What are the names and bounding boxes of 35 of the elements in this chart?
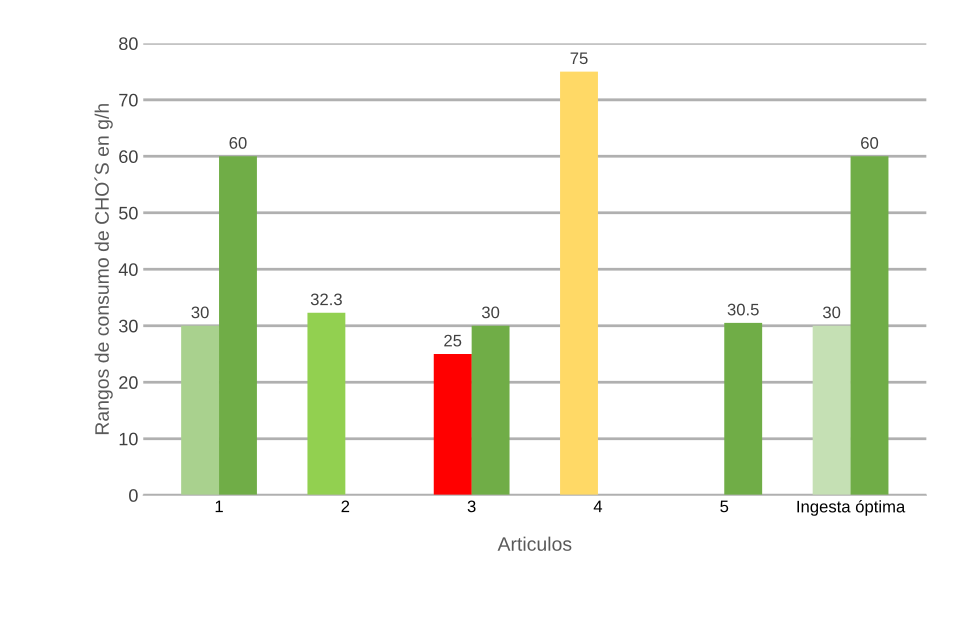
bar [850,156,888,496]
y-axis-title: Rangos de consumo de CHO´S en g/h [94,104,113,434]
y-tick-label: 70 [119,94,138,107]
data-label: 30.5 [728,304,759,316]
y-tick-label: 10 [120,432,138,446]
x-tick-label: Ingesta óptima [797,500,906,516]
bar [560,72,598,496]
data-label: 30 [191,306,209,318]
y-tick-label: 50 [119,206,138,220]
bar [724,322,762,496]
y-tick-label: 40 [118,263,138,276]
x-tick-label: 4 [594,500,602,512]
bar [434,354,472,496]
y-tick-label: 60 [119,150,138,164]
data-label: 30 [482,306,500,318]
y-tick-label: 80 [119,37,138,50]
bar [307,312,346,496]
bar [812,326,851,496]
bar [472,326,510,496]
data-label: 75 [570,52,588,64]
x-tick-label: 1 [216,500,223,512]
y-tick-label: 0 [129,489,138,502]
bar [219,156,257,496]
x-tick-label: 2 [342,500,350,512]
x-axis-title: Articulos [498,536,572,551]
x-tick-label: 3 [468,500,476,512]
data-label: 32.3 [310,293,342,306]
data-label: 30 [822,306,840,318]
y-tick-label: 20 [119,376,138,389]
data-label: 60 [230,137,247,149]
data-label: 60 [861,137,878,149]
y-tick-label: 30 [118,320,138,332]
x-tick-label: 5 [720,500,728,512]
data-label: 25 [444,334,462,347]
bar [181,326,220,496]
